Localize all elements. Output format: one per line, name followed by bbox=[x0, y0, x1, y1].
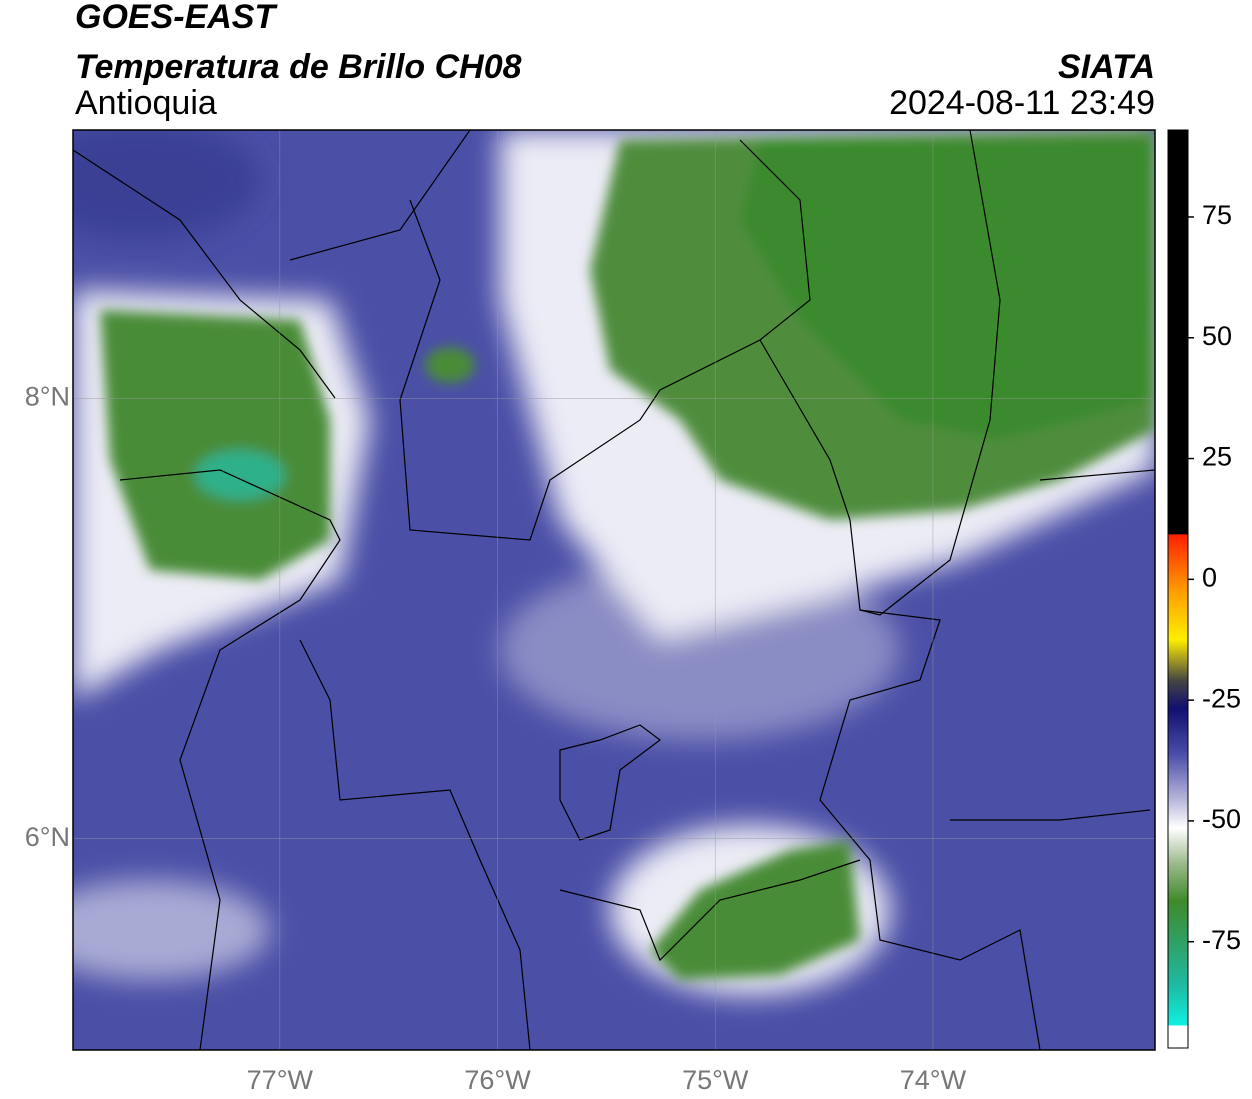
colorbar-tick-label: 50 bbox=[1202, 321, 1232, 351]
region: Antioquia bbox=[75, 84, 217, 122]
colorbar-tick-label: 75 bbox=[1202, 200, 1232, 230]
title: GOES-EAST bbox=[75, 0, 278, 36]
datetime: 2024-08-11 23:49 bbox=[889, 84, 1155, 122]
y-tick-label: 8°N bbox=[25, 382, 70, 412]
y-tick-label: 6°N bbox=[25, 822, 70, 852]
borders bbox=[73, 130, 1155, 1050]
graticule bbox=[73, 130, 1155, 1050]
colorbar-tick-label: 25 bbox=[1202, 442, 1232, 472]
x-tick-label: 77°W bbox=[247, 1065, 314, 1095]
colorbar bbox=[1167, 129, 1189, 1049]
map-frame bbox=[72, 129, 1156, 1051]
colorbar-tick-label: -50 bbox=[1202, 804, 1241, 834]
colorbar-tick-label: -75 bbox=[1202, 925, 1241, 955]
subtitle: Temperatura de Brillo CH08 bbox=[75, 48, 522, 86]
x-tick-label: 74°W bbox=[900, 1065, 967, 1095]
colorbar-tick-label: -25 bbox=[1202, 683, 1241, 713]
x-tick-label: 76°W bbox=[464, 1065, 531, 1095]
source: SIATA bbox=[1058, 48, 1155, 86]
colorbar-tick-label: 0 bbox=[1202, 562, 1217, 592]
satellite-image bbox=[73, 130, 1155, 1050]
x-tick-label: 75°W bbox=[682, 1065, 749, 1095]
